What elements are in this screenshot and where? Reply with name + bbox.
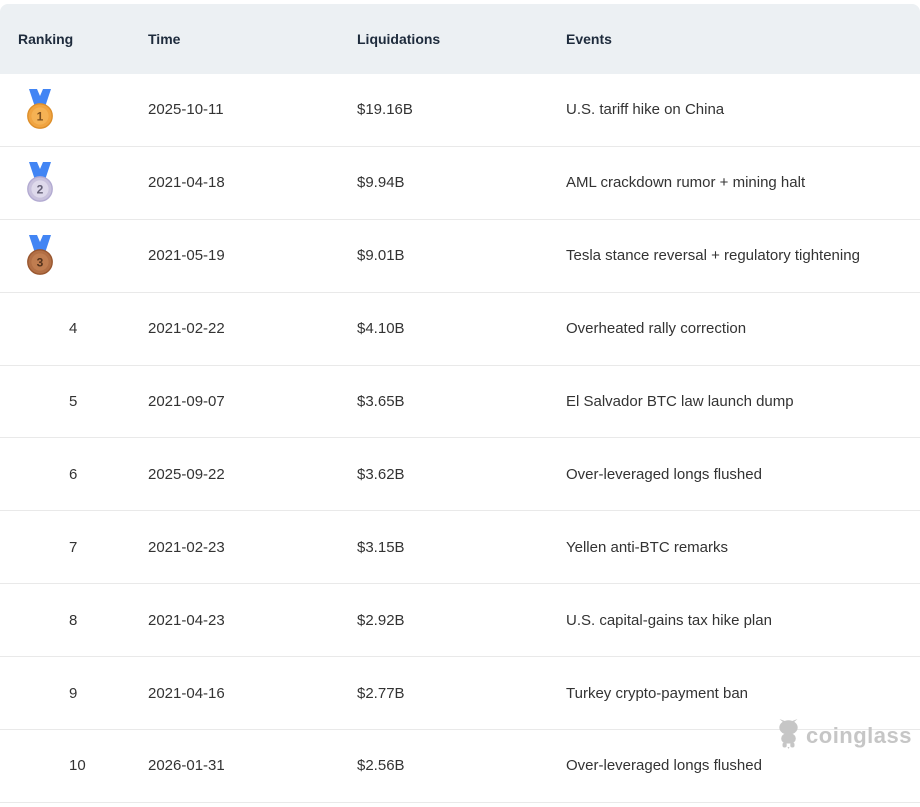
table-row: 1 2025-10-11 $19.16B U.S. tariff hike on… bbox=[0, 74, 920, 147]
table-row: 5 2021-09-07 $3.65B El Salvador BTC law … bbox=[0, 366, 920, 439]
medal-icon bbox=[23, 381, 57, 423]
liquidations-cell: $4.10B bbox=[357, 320, 405, 338]
events-cell: AML crackdown rumor + mining halt bbox=[566, 174, 806, 192]
events-cell: Over-leveraged longs flushed bbox=[566, 757, 762, 775]
medal-icon bbox=[23, 453, 57, 495]
ranking-value: 10 bbox=[69, 757, 86, 775]
liquidations-cell: $9.94B bbox=[357, 174, 405, 192]
silver-medal-icon: 2 bbox=[23, 161, 57, 204]
events-cell: Overheated rally correction bbox=[566, 320, 747, 338]
time-cell: 2021-04-16 bbox=[148, 684, 225, 702]
medal-icon bbox=[23, 526, 57, 568]
column-header-time: Time bbox=[148, 31, 181, 47]
medal-icon bbox=[23, 672, 57, 714]
liquidations-cell: $3.15B bbox=[357, 538, 405, 556]
ranking-value: 6 bbox=[69, 465, 78, 483]
medal-icon bbox=[23, 599, 57, 641]
time-cell: 2025-10-11 bbox=[148, 101, 224, 119]
ranking-cell: 8 bbox=[18, 599, 148, 641]
table-row: 2 2021-04-18 $9.94B AML crackdown rumor … bbox=[0, 147, 920, 220]
liquidations-cell: $2.56B bbox=[357, 757, 405, 775]
svg-text:1: 1 bbox=[37, 109, 44, 123]
gold-medal-icon: 1 bbox=[23, 88, 57, 131]
liquidations-cell: $3.65B bbox=[357, 393, 405, 410]
events-cell: El Salvador BTC law launch dump bbox=[566, 393, 794, 410]
time-cell: 2021-02-22 bbox=[148, 320, 225, 338]
time-cell: 2025-09-22 bbox=[148, 465, 225, 483]
events-cell: Turkey crypto-payment ban bbox=[566, 684, 749, 702]
liquidations-cell: $19.16B bbox=[357, 101, 413, 119]
events-cell: Yellen anti-BTC remarks bbox=[566, 538, 729, 556]
table-row: 7 2021-02-23 $3.15B Yellen anti-BTC rema… bbox=[0, 511, 920, 585]
ranking-cell: 2 bbox=[18, 161, 148, 204]
ranking-value: 7 bbox=[69, 538, 78, 556]
column-header-events: Events bbox=[566, 31, 612, 47]
time-cell: 2021-04-23 bbox=[148, 611, 225, 629]
ranking-value: 4 bbox=[69, 320, 78, 338]
svg-text:2: 2 bbox=[37, 182, 44, 196]
ranking-cell: 3 bbox=[18, 234, 148, 277]
table-row: 8 2021-04-23 $2.92B U.S. capital-gains t… bbox=[0, 584, 920, 658]
ranking-cell: 7 bbox=[18, 526, 148, 568]
liquidations-cell: $9.01B bbox=[357, 247, 405, 265]
time-cell: 2021-09-07 bbox=[148, 393, 225, 410]
liquidation-ranking-table: Ranking Time Liquidations Events 1 2025-… bbox=[0, 4, 920, 803]
time-cell: 2021-04-18 bbox=[148, 174, 225, 192]
table-row: 6 2025-09-22 $3.62B Over-leveraged longs… bbox=[0, 438, 920, 512]
time-cell: 2021-05-19 bbox=[148, 247, 225, 265]
ranking-cell: 10 bbox=[18, 745, 148, 787]
events-cell: Over-leveraged longs flushed bbox=[566, 465, 762, 483]
ranking-cell: 4 bbox=[18, 308, 148, 350]
ranking-value: 5 bbox=[69, 393, 78, 410]
table-row: 10 2026-01-31 $2.56B Over-leveraged long… bbox=[0, 730, 920, 803]
liquidations-cell: $2.77B bbox=[357, 684, 405, 702]
table-row: 3 2021-05-19 $9.01B Tesla stance reversa… bbox=[0, 220, 920, 293]
medal-icon bbox=[23, 745, 57, 787]
column-header-liquidations: Liquidations bbox=[357, 31, 441, 47]
svg-text:3: 3 bbox=[37, 255, 44, 269]
ranking-cell: 9 bbox=[18, 672, 148, 714]
ranking-cell: 1 bbox=[18, 88, 148, 131]
liquidations-cell: $3.62B bbox=[357, 465, 405, 483]
medal-icon bbox=[23, 308, 57, 350]
table-header: Ranking Time Liquidations Events bbox=[0, 4, 920, 74]
ranking-cell: 5 bbox=[18, 381, 148, 423]
events-cell: U.S. capital-gains tax hike plan bbox=[566, 611, 772, 629]
ranking-value: 8 bbox=[69, 611, 78, 629]
table-row: 4 2021-02-22 $4.10B Overheated rally cor… bbox=[0, 293, 920, 366]
liquidations-cell: $2.92B bbox=[357, 611, 405, 629]
table-body: 1 2025-10-11 $19.16B U.S. tariff hike on… bbox=[0, 74, 920, 803]
table-row: 9 2021-04-16 $2.77B Turkey crypto-paymen… bbox=[0, 657, 920, 731]
time-cell: 2026-01-31 bbox=[148, 757, 225, 775]
events-cell: U.S. tariff hike on China bbox=[566, 101, 725, 119]
events-cell: Tesla stance reversal + regulatory tight… bbox=[566, 247, 860, 265]
bronze-medal-icon: 3 bbox=[23, 234, 57, 277]
ranking-cell: 6 bbox=[18, 453, 148, 495]
ranking-value: 9 bbox=[69, 684, 78, 702]
column-header-ranking: Ranking bbox=[18, 31, 74, 47]
time-cell: 2021-02-23 bbox=[148, 538, 225, 556]
